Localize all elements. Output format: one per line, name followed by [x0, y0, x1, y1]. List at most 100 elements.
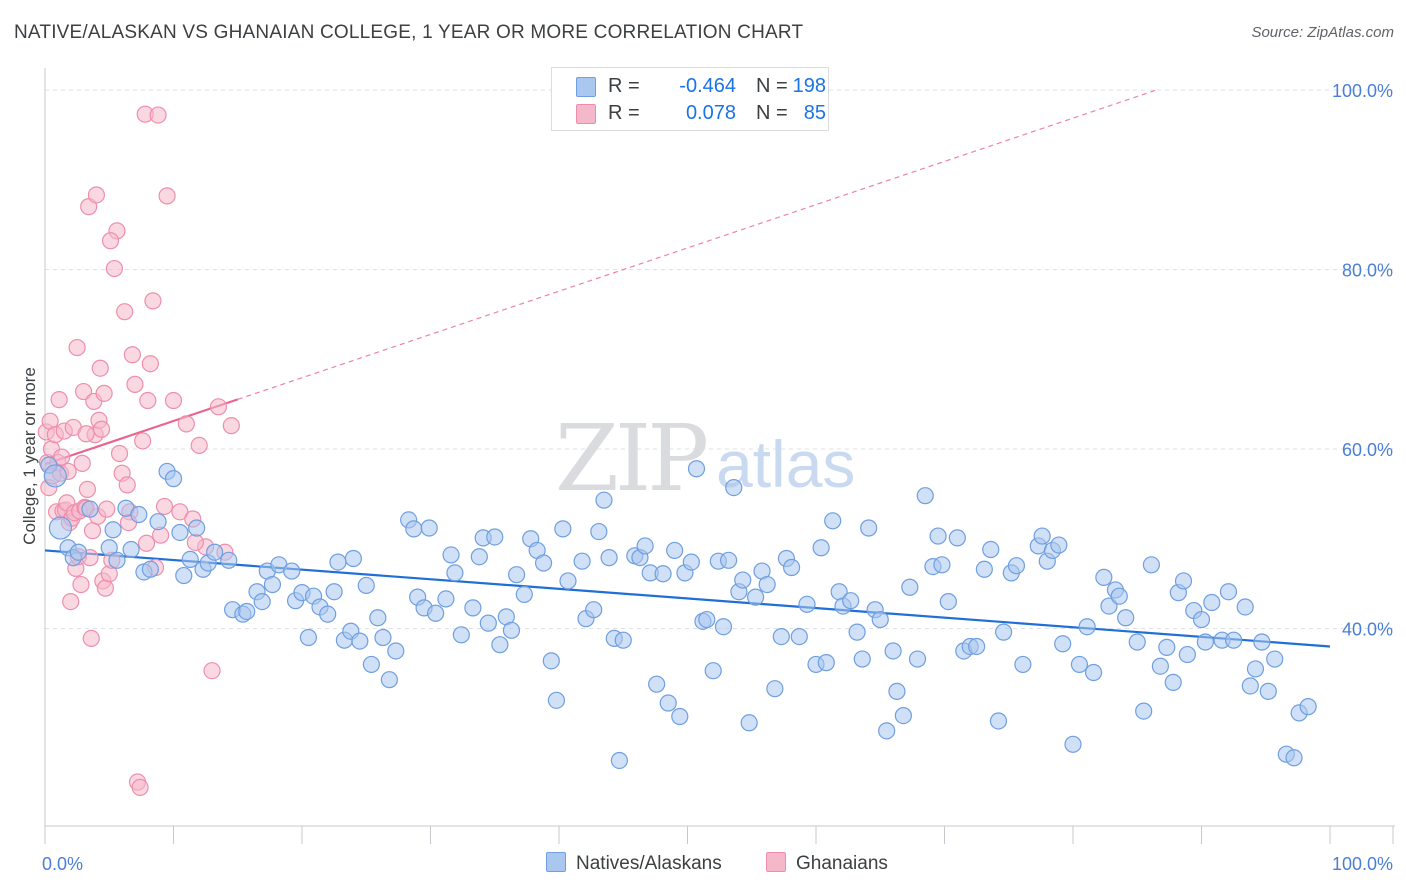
- pink-point: [105, 259, 123, 278]
- legend-r-label: R =: [608, 102, 640, 124]
- pink-point: [95, 384, 113, 402]
- blue-point: [175, 566, 193, 585]
- blue-point: [982, 540, 1000, 559]
- blue-point: [369, 609, 387, 627]
- blue-point: [648, 675, 666, 693]
- y-axis-title: College, 1 year or more: [20, 367, 39, 545]
- blue-point: [1128, 633, 1146, 651]
- blue-point: [790, 628, 808, 646]
- pink-point: [141, 355, 159, 373]
- blue-point: [884, 642, 902, 660]
- blue-point: [1192, 610, 1211, 629]
- bottom-legend-label-natives: Natives/Alaskans: [576, 853, 722, 874]
- pink-point: [77, 425, 95, 443]
- blue-point: [758, 575, 776, 594]
- blue-point: [948, 529, 966, 547]
- blue-point: [108, 551, 126, 569]
- pink-point: [171, 503, 189, 521]
- legend-r-value: -0.464: [679, 75, 736, 97]
- blue-point: [975, 560, 993, 578]
- blue-point: [542, 652, 560, 670]
- blue-point: [1110, 587, 1128, 605]
- blue-point: [362, 655, 380, 674]
- pink-point: [92, 420, 111, 438]
- pink-point: [87, 186, 106, 204]
- blue-point: [351, 632, 369, 650]
- blue-point: [659, 694, 677, 712]
- y-tick-label: 40.0%: [1342, 620, 1393, 640]
- blue-point: [860, 519, 878, 537]
- blue-point: [671, 707, 689, 726]
- bottom-legend-swatch-pink: [766, 852, 786, 872]
- natives-alaskans-points: [40, 456, 1317, 770]
- blue-point: [1246, 660, 1265, 678]
- blue-point: [405, 520, 423, 538]
- blue-point: [1158, 638, 1176, 656]
- blue-point: [720, 551, 738, 569]
- blue-point: [515, 585, 533, 604]
- pink-trend-line: [44, 398, 239, 466]
- blue-point: [848, 623, 866, 641]
- blue-point: [486, 528, 504, 546]
- blue-point: [48, 516, 73, 540]
- blue-point: [130, 505, 148, 524]
- blue-point: [149, 513, 167, 531]
- pink-point: [78, 480, 97, 498]
- blue-point: [939, 592, 957, 611]
- y-tick-label: 60.0%: [1342, 440, 1393, 460]
- blue-point: [916, 487, 934, 505]
- blue-point: [989, 712, 1008, 730]
- blue-point: [929, 527, 947, 545]
- blue-point: [1064, 735, 1082, 753]
- blue-point: [1054, 635, 1072, 653]
- blue-point: [81, 500, 99, 518]
- gridlines: [45, 89, 1395, 630]
- blue-point: [1033, 527, 1051, 545]
- blue-point: [164, 470, 183, 488]
- blue-point: [420, 519, 438, 537]
- pink-point: [126, 375, 144, 393]
- blue-point: [491, 636, 509, 654]
- blue-point: [600, 549, 618, 567]
- blue-point: [1078, 618, 1096, 636]
- blue-point: [387, 642, 405, 660]
- pink-point: [73, 454, 91, 472]
- blue-point: [610, 751, 628, 770]
- blue-trend-line: [44, 549, 1331, 648]
- blue-point: [1178, 645, 1196, 664]
- blue-point: [798, 595, 816, 613]
- blue-point: [901, 578, 919, 596]
- blue-point: [1236, 598, 1254, 616]
- blue-point: [559, 572, 577, 590]
- blue-point: [725, 478, 743, 497]
- bottom-legend-label-ghanaians: Ghanaians: [796, 853, 888, 874]
- blue-point: [452, 626, 470, 644]
- blue-point: [253, 592, 271, 611]
- pink-point: [144, 292, 162, 310]
- blue-point: [502, 621, 521, 639]
- blue-point: [1151, 657, 1169, 675]
- blue-point: [1241, 677, 1259, 695]
- pink-point: [139, 391, 157, 410]
- legend-swatch-pink: [576, 104, 596, 124]
- blue-point: [1007, 557, 1026, 575]
- blue-point: [263, 575, 282, 594]
- pink-point: [222, 417, 240, 435]
- pink-point: [82, 629, 100, 647]
- blue-point: [1135, 702, 1153, 720]
- blue-point: [734, 571, 752, 589]
- blue-point: [446, 564, 464, 582]
- blue-point: [704, 662, 722, 680]
- blue-point: [344, 549, 362, 568]
- legend-r-value: 0.078: [685, 102, 736, 124]
- y-tick-label: 80.0%: [1342, 260, 1393, 280]
- pink-point: [50, 391, 68, 409]
- legend-r-label: R =: [608, 75, 640, 97]
- pink-point: [203, 662, 221, 680]
- pink-point: [98, 500, 116, 518]
- ghanaians-points: [37, 105, 240, 797]
- blue-point: [636, 537, 654, 555]
- pink-point: [158, 187, 176, 205]
- blue-point: [687, 460, 706, 478]
